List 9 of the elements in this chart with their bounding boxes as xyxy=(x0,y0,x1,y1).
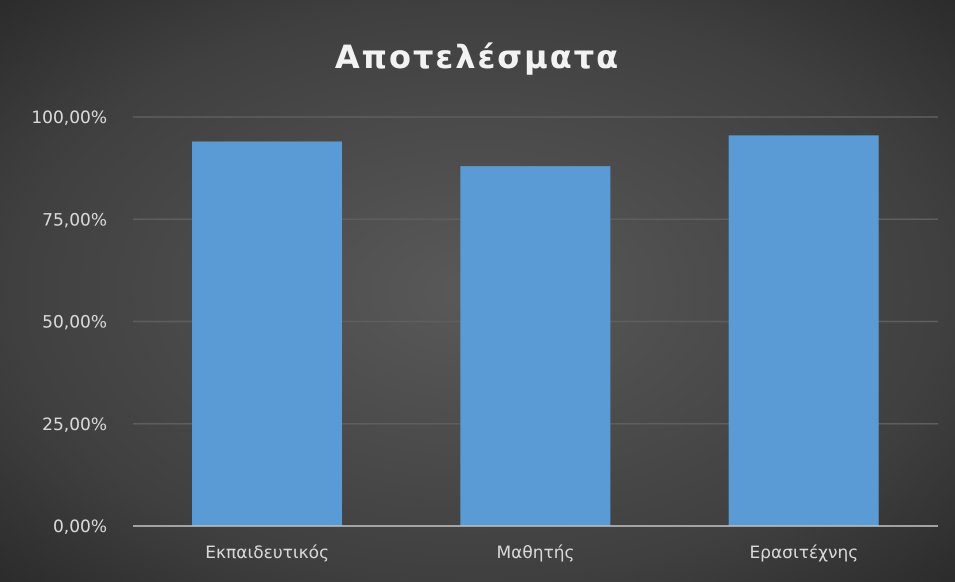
x-tick-label: Ερασιτέχνης xyxy=(749,543,858,564)
y-tick-label: 75,00% xyxy=(42,210,107,230)
y-tick-label: 50,00% xyxy=(42,312,107,333)
y-tick-label: 0,00% xyxy=(52,517,107,538)
y-tick-label: 25,00% xyxy=(42,414,107,435)
x-tick-label: Εκπαιδευτικός xyxy=(205,543,330,564)
y-tick-label: 100,00% xyxy=(31,108,107,128)
chart-title: Αποτελέσματα xyxy=(334,38,622,76)
x-tick-label: Μαθητής xyxy=(496,543,575,564)
